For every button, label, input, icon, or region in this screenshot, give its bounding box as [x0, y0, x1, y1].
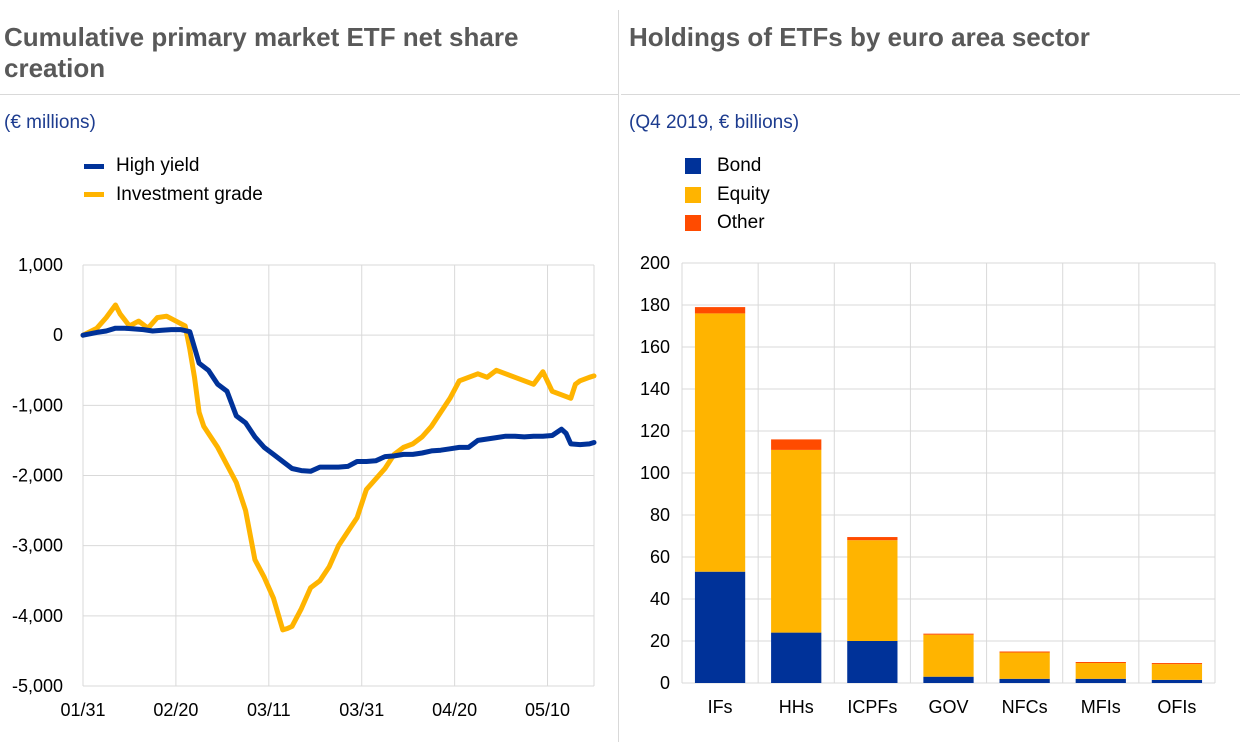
x-tick-label: NFCs	[1002, 697, 1048, 717]
bar-bond-hhs	[771, 632, 822, 683]
x-tick-label: HHs	[779, 697, 814, 717]
left-chart-panel: Cumulative primary market ETF net share …	[0, 0, 618, 746]
y-tick-label: -2,000	[12, 466, 63, 486]
bar-equity-hhs	[771, 449, 822, 633]
legend-item-equity: Equity	[685, 181, 770, 210]
y-tick-label: 40	[650, 589, 670, 609]
left-legend: High yield Investment grade	[84, 152, 263, 209]
y-tick-label: 100	[640, 463, 670, 483]
legend-item-other: Other	[685, 209, 770, 238]
y-tick-label: 60	[650, 547, 670, 567]
bar-chart: 0 20 40 60 80 100 120 140 160 180 200 IFs HHs ICPFs GO…	[640, 253, 1216, 717]
x-tick-label: ICPFs	[847, 697, 897, 717]
legend-item-bond: Bond	[685, 152, 770, 181]
y-tick-label: 120	[640, 421, 670, 441]
legend-swatch-equity	[685, 186, 701, 203]
bar-other-icpfs	[847, 537, 898, 541]
y-tick-label: 160	[640, 337, 670, 357]
right-chart-panel: Holdings of ETFs by euro area sector (Q4…	[621, 0, 1240, 746]
right-chart-title: Holdings of ETFs by euro area sector	[629, 22, 1090, 52]
y-tick-label: 20	[650, 631, 670, 651]
right-legend: Bond Equity Other	[685, 152, 770, 238]
bar-other-nfcs	[999, 651, 1050, 653]
bar-equity-ofis	[1151, 664, 1203, 680]
legend-label-other: Other	[717, 212, 765, 234]
panel-divider	[618, 10, 619, 742]
right-title-rule	[621, 94, 1240, 95]
bar-bond-icpfs	[847, 641, 898, 683]
legend-label-equity: Equity	[717, 183, 770, 205]
x-tick-label: 02/20	[153, 700, 198, 720]
bar-other-mfis	[1075, 662, 1126, 664]
legend-label-high-yield: High yield	[116, 155, 200, 177]
legend-label-investment-grade: Investment grade	[116, 183, 263, 205]
legend-swatch-other	[685, 215, 701, 232]
legend-label-bond: Bond	[717, 155, 762, 177]
bar-other-hhs	[771, 439, 822, 450]
legend-item-high-yield: High yield	[84, 152, 263, 181]
legend-item-investment-grade: Investment grade	[84, 181, 263, 210]
legend-swatch-investment-grade	[84, 192, 104, 198]
x-tick-label: 01/31	[60, 700, 105, 720]
x-tick-label: GOV	[928, 697, 968, 717]
line-chart: 1,000 0 -1,000 -2,000 -3,000 -4,000 -5,000 01/3…	[12, 255, 597, 720]
right-chart-subtitle: (Q4 2019, € billions)	[629, 112, 800, 133]
y-tick-label: 140	[640, 379, 670, 399]
left-chart-subtitle: (€ millions)	[4, 112, 96, 133]
y-tick-label: -4,000	[12, 606, 63, 626]
y-tick-label: -5,000	[12, 676, 63, 696]
y-tick-label: 0	[53, 325, 63, 345]
bar-equity-gov	[923, 634, 974, 677]
y-tick-label: 200	[640, 253, 670, 273]
bar-other-ifs	[694, 307, 746, 314]
x-tick-label: 03/31	[339, 700, 384, 720]
series-line-high-yield	[80, 325, 597, 474]
bar-other-gov	[923, 633, 974, 635]
left-chart-title: Cumulative primary market ETF net share …	[4, 22, 519, 83]
y-tick-label: 1,000	[18, 255, 63, 275]
x-tick-label: MFIs	[1081, 697, 1121, 717]
bar-equity-nfcs	[999, 652, 1050, 679]
bar-other-ofis	[1151, 663, 1203, 665]
x-tick-label: IFs	[708, 697, 733, 717]
bar-bond-gov	[923, 676, 974, 683]
bar-equity-mfis	[1075, 663, 1126, 679]
bar-bond-nfcs	[999, 678, 1050, 683]
bar-bond-ofis	[1151, 679, 1203, 683]
bar-equity-icpfs	[847, 540, 898, 641]
y-tick-label: -1,000	[12, 395, 63, 415]
x-tick-label: 05/10	[525, 700, 570, 720]
series-line-investment-grade	[80, 302, 597, 633]
x-tick-label: 04/20	[432, 700, 477, 720]
bar-bond-mfis	[1075, 678, 1126, 683]
bar-bond-ifs	[694, 571, 746, 683]
y-tick-label: -3,000	[12, 536, 63, 556]
x-tick-label: OFIs	[1157, 697, 1196, 717]
x-tick-label: 03/11	[247, 700, 291, 720]
bar-equity-ifs	[694, 313, 746, 572]
y-tick-label: 80	[650, 505, 670, 525]
y-tick-label: 0	[660, 673, 670, 693]
y-tick-label: 180	[640, 295, 670, 315]
legend-swatch-bond	[685, 158, 701, 175]
legend-swatch-high-yield	[84, 163, 104, 169]
left-title-rule	[0, 94, 618, 95]
